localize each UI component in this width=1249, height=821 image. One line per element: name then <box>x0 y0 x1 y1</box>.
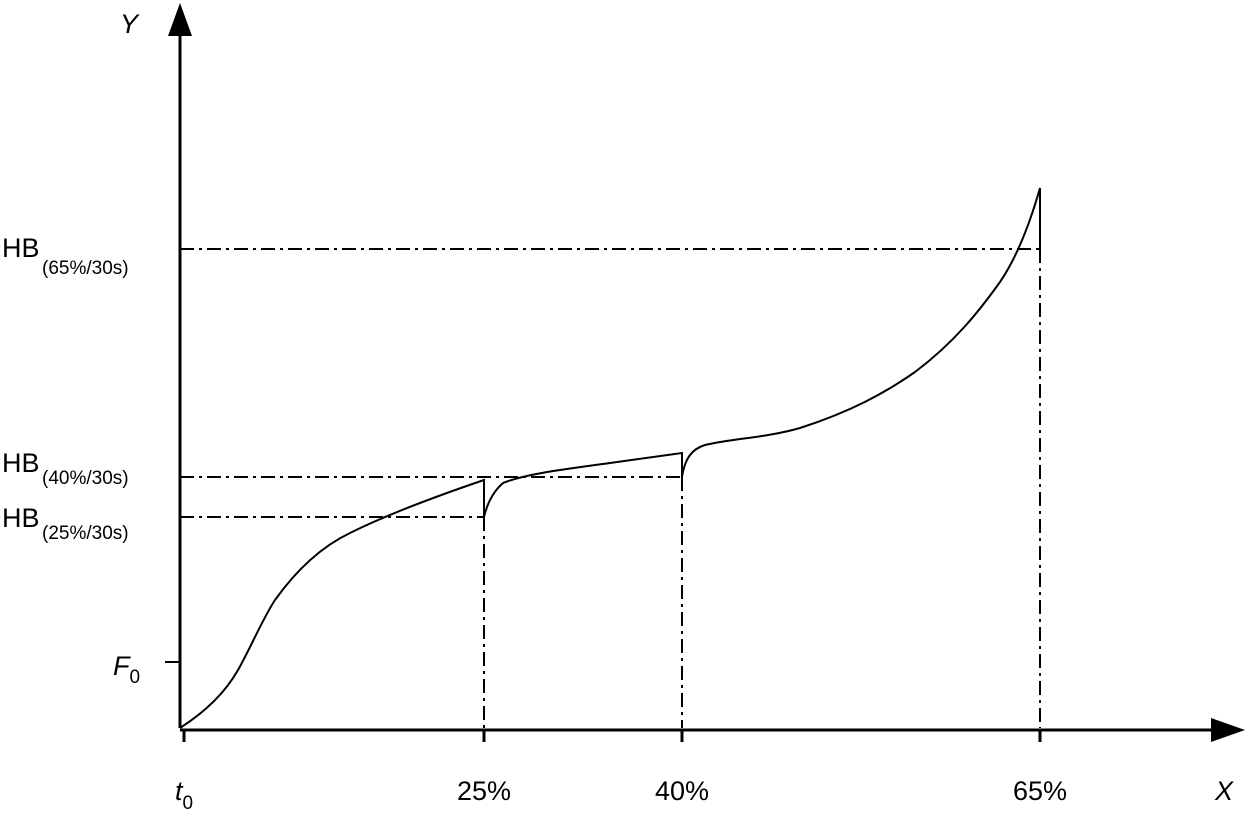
x-tick-label-65: 65% <box>1013 776 1067 806</box>
y-axis-arrow-icon <box>168 3 192 36</box>
x-axis-title: X <box>1214 776 1234 806</box>
hardness-curve <box>179 187 1041 729</box>
f0-label: F0 <box>113 651 140 688</box>
y-label-hb-40: HB(40%/30s) <box>2 448 129 489</box>
y-label-hb-65: HB(65%/30s) <box>2 233 129 279</box>
x-tick-label-25: 25% <box>457 776 511 806</box>
y-axis-title: Y <box>120 9 140 39</box>
origin-label: t0 <box>175 776 193 814</box>
y-label-hb-25: HB(25%/30s) <box>2 503 129 544</box>
x-axis-arrow-icon <box>1211 718 1245 742</box>
x-tick-label-40: 40% <box>655 776 709 806</box>
